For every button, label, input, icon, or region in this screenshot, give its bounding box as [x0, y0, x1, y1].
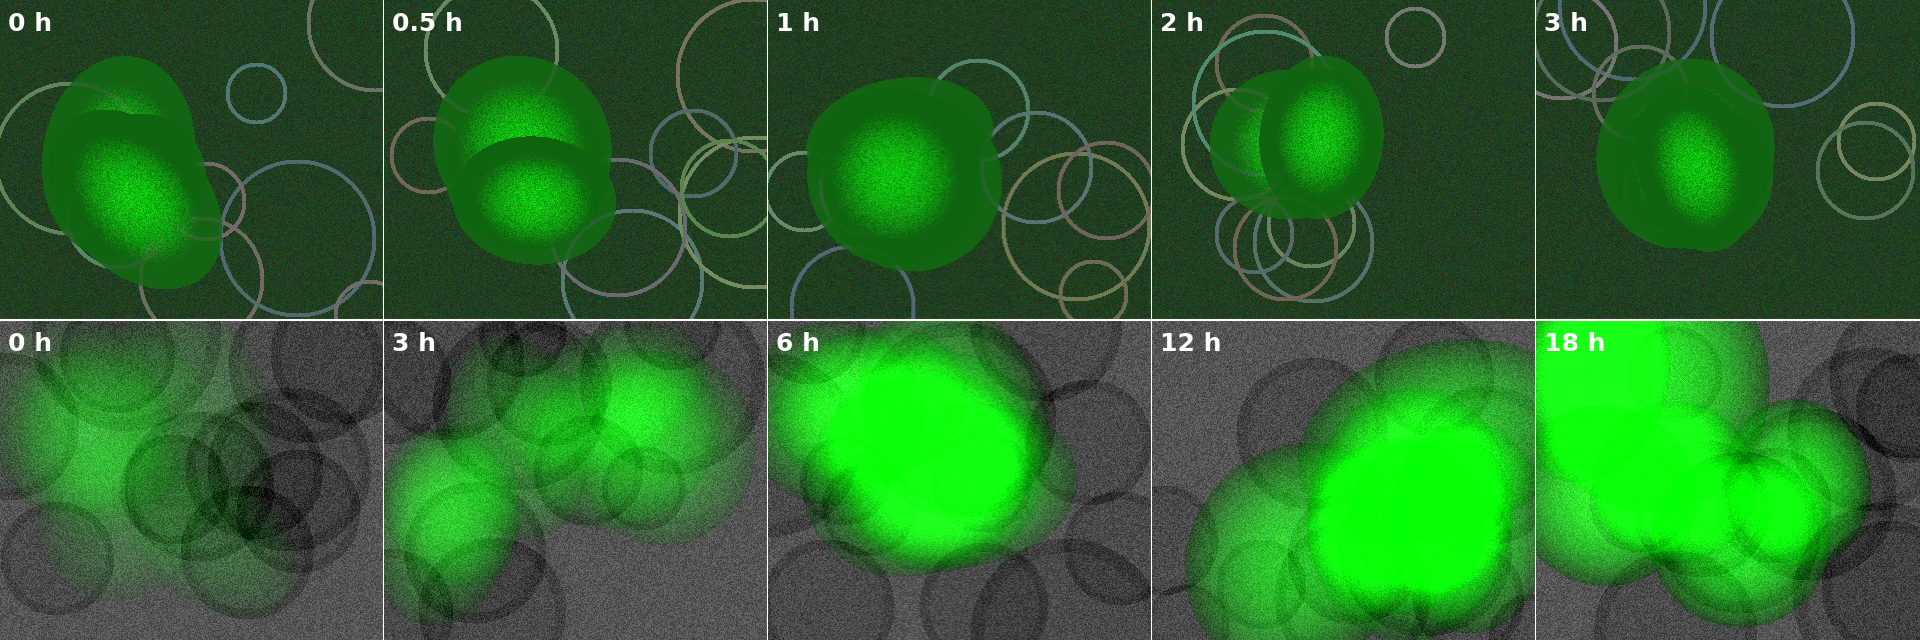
Text: 3 h: 3 h [1544, 12, 1588, 36]
Text: 1 h: 1 h [776, 12, 820, 36]
Text: 12 h: 12 h [1160, 332, 1221, 356]
Text: 6 h: 6 h [776, 332, 820, 356]
Text: 0.5 h: 0.5 h [392, 12, 463, 36]
Text: 18 h: 18 h [1544, 332, 1605, 356]
Text: 0 h: 0 h [8, 332, 52, 356]
Text: 2 h: 2 h [1160, 12, 1204, 36]
Text: 0 h: 0 h [8, 12, 52, 36]
Text: 3 h: 3 h [392, 332, 436, 356]
